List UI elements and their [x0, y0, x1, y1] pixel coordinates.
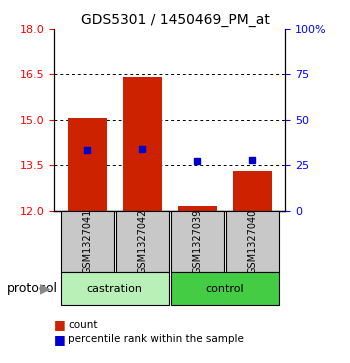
Text: GSM1327042: GSM1327042 — [137, 209, 147, 274]
Text: GSM1327041: GSM1327041 — [82, 209, 92, 274]
Text: percentile rank within the sample: percentile rank within the sample — [68, 334, 244, 344]
Text: ▶: ▶ — [40, 282, 50, 295]
Bar — [61, 211, 114, 272]
Text: protocol: protocol — [7, 282, 58, 295]
Bar — [171, 272, 279, 305]
Text: ■: ■ — [54, 318, 66, 331]
Bar — [178, 206, 217, 211]
Bar — [61, 272, 169, 305]
Bar — [233, 171, 272, 211]
Text: count: count — [68, 320, 98, 330]
Bar — [116, 211, 169, 272]
Bar — [123, 77, 161, 211]
Bar — [68, 118, 106, 211]
Bar — [226, 211, 279, 272]
Bar — [171, 211, 224, 272]
Text: ■: ■ — [54, 333, 66, 346]
Text: GSM1327040: GSM1327040 — [247, 209, 257, 274]
Text: GDS5301 / 1450469_PM_at: GDS5301 / 1450469_PM_at — [80, 13, 270, 27]
Text: castration: castration — [87, 284, 143, 294]
Text: GSM1327039: GSM1327039 — [192, 209, 202, 274]
Text: control: control — [205, 284, 244, 294]
